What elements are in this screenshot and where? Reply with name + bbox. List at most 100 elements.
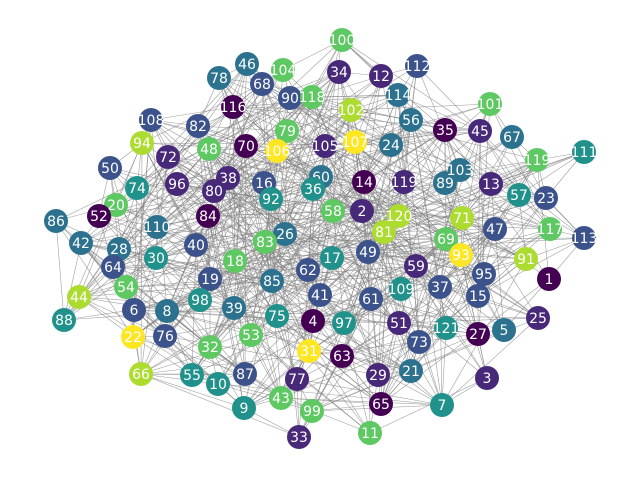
graph-edge: [311, 94, 399, 98]
node-label: 37: [431, 280, 449, 296]
node-label: 53: [242, 328, 260, 344]
node-circle: [144, 246, 168, 270]
graph-node: 87: [233, 362, 257, 386]
graph-node: 25: [526, 306, 550, 330]
node-label: 35: [436, 123, 454, 139]
node-circle: [321, 199, 345, 223]
graph-edge: [166, 188, 314, 312]
graph-node: 72: [156, 145, 180, 169]
node-circle: [320, 246, 344, 270]
graph-node: 112: [404, 54, 430, 78]
node-label: 1: [545, 272, 554, 288]
graph-edge: [350, 109, 461, 171]
graph-edge: [191, 374, 282, 399]
node-label: 100: [329, 33, 356, 49]
graph-edge: [140, 373, 300, 438]
graph-edge: [338, 71, 392, 146]
node-label: 89: [436, 176, 454, 192]
node-label: 71: [453, 211, 471, 227]
graph-edge: [311, 75, 382, 98]
graph-node: 119: [391, 170, 417, 194]
node-label: 88: [55, 313, 73, 329]
node-label: 15: [469, 289, 487, 305]
node-label: 34: [330, 65, 348, 81]
graph-node: 93: [449, 243, 473, 267]
node-label: 17: [323, 251, 341, 267]
graph-edge: [415, 228, 551, 267]
node-circle: [232, 396, 256, 420]
node-circle: [198, 267, 222, 291]
graph-node: 30: [144, 246, 168, 270]
node-circle: [434, 316, 458, 340]
node-label: 81: [375, 225, 393, 241]
graph-edge: [234, 257, 333, 262]
node-circle: [87, 204, 111, 228]
node-label: 107: [342, 135, 369, 151]
graph-node: 4: [301, 309, 325, 333]
graph-node: 2: [350, 199, 374, 223]
node-label: 47: [486, 222, 504, 238]
graph-node: 29: [366, 363, 390, 387]
graph-edge: [250, 322, 345, 336]
graph-node: 110: [144, 215, 170, 239]
node-circle: [387, 204, 411, 228]
graph-edge: [112, 141, 356, 268]
graph-edge: [445, 237, 585, 240]
node-circle: [253, 230, 277, 254]
graph-edge: [115, 204, 236, 262]
graph-node: 62: [296, 258, 320, 282]
node-circle: [202, 179, 226, 203]
node-label: 65: [372, 397, 390, 413]
node-label: 57: [510, 188, 528, 204]
node-circle: [479, 172, 503, 196]
node-label: 96: [168, 177, 186, 193]
graph-node: 78: [207, 66, 231, 90]
graph-node: 41: [308, 283, 332, 307]
node-label: 67: [503, 130, 521, 146]
node-circle: [223, 249, 247, 273]
graph-edge: [125, 286, 201, 301]
graph-node: 15: [466, 284, 490, 308]
node-circle: [389, 277, 413, 301]
graph-node: 37: [428, 275, 452, 299]
graph-edge: [209, 260, 236, 348]
graph-edge: [112, 237, 585, 268]
node-circle: [122, 298, 146, 322]
graph-node: 21: [399, 359, 423, 383]
graph-node: 43: [269, 386, 293, 410]
node-label: 70: [237, 139, 255, 155]
node-circle: [526, 306, 550, 330]
graph-node: 58: [321, 199, 345, 223]
graph-edge: [176, 183, 266, 243]
graph-edge: [132, 336, 246, 375]
graph-node: 32: [198, 335, 222, 359]
node-circle: [327, 60, 351, 84]
node-circle: [197, 137, 221, 161]
graph-node: 76: [153, 324, 177, 348]
graph-node: 64: [101, 255, 125, 279]
node-circle: [207, 66, 231, 90]
graph-node: 63: [330, 344, 354, 368]
node-label: 4: [309, 314, 318, 330]
graph-node: 109: [388, 277, 414, 301]
node-label: 86: [47, 214, 65, 230]
graph-node: 92: [259, 187, 283, 211]
node-circle: [405, 54, 429, 78]
graph-edge: [166, 310, 412, 372]
node-circle: [332, 311, 356, 335]
node-circle: [234, 134, 258, 158]
node-label: 61: [362, 292, 380, 308]
graph-node: 24: [379, 133, 403, 157]
node-label: 99: [303, 404, 321, 420]
graph-edge: [271, 96, 313, 282]
node-circle: [534, 186, 558, 210]
graph-edge: [439, 286, 443, 406]
node-label: 29: [369, 368, 387, 384]
graph-node: 80: [202, 179, 226, 203]
node-circle: [271, 58, 295, 82]
graph-node: 75: [265, 304, 289, 328]
graph-node: 40: [184, 233, 208, 257]
graph-edge: [195, 182, 265, 246]
node-label: 36: [304, 182, 322, 198]
